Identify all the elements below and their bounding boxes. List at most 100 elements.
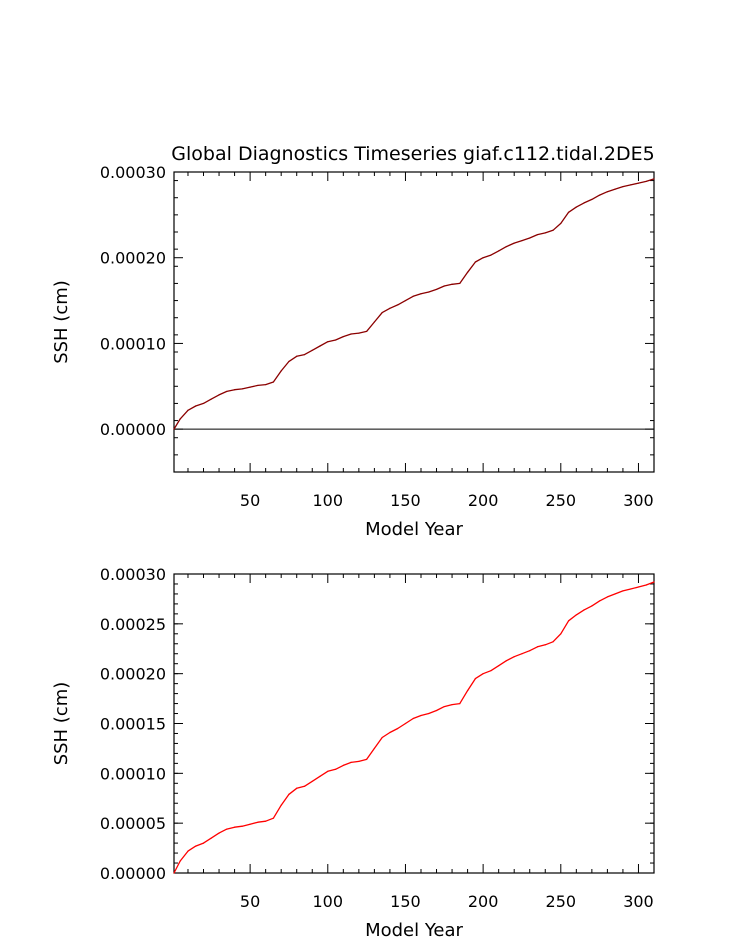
ssh-data-point: [637, 182, 640, 184]
ssh-data-point: [622, 185, 624, 188]
ssh-data-point: [474, 678, 476, 680]
ssh-data-point: [389, 307, 391, 309]
ssh-data-point: [606, 191, 608, 193]
ssh-data-point: [202, 402, 205, 405]
x-tick-label: 300: [623, 892, 654, 911]
ssh-data-point: [606, 596, 608, 598]
ssh-data-point: [498, 665, 500, 667]
ssh-data-point: [233, 389, 236, 391]
ssh-data-point: [435, 709, 438, 712]
y-tick-label: 0.00000: [100, 420, 166, 439]
ssh-data-point: [404, 299, 407, 302]
y-tick-label: 0.00030: [100, 163, 166, 182]
ssh-data-point: [265, 383, 267, 386]
ssh-data-point: [272, 381, 275, 383]
ssh-data-point: [179, 418, 181, 420]
ssh-series-line: [173, 581, 655, 874]
ssh-data-point: [614, 593, 616, 595]
x-axis-label: Model Year: [365, 920, 463, 941]
ssh-data-point: [544, 232, 546, 234]
ssh-data-point: [412, 717, 414, 720]
ssh-data-point: [443, 285, 445, 287]
ssh-data-point: [428, 712, 430, 715]
ssh-data-point: [280, 370, 282, 372]
ssh-data-point: [334, 339, 337, 341]
ssh-data-point: [583, 202, 585, 204]
x-axis-label: Model Year: [365, 519, 463, 540]
ssh-data-point: [591, 605, 593, 607]
ssh-data-point: [218, 832, 220, 834]
ssh-data-point: [272, 817, 275, 819]
x-tick-label: 200: [468, 491, 499, 510]
ssh-data-point: [350, 333, 352, 335]
x-tick-label: 100: [313, 491, 344, 510]
ssh-data-point: [482, 257, 484, 259]
ssh-data-point: [420, 714, 422, 717]
x-tick-label: 150: [390, 491, 421, 510]
ssh-data-point: [195, 845, 197, 847]
ssh-data-point: [173, 872, 175, 874]
ssh-data-point: [536, 646, 539, 648]
x-tick-label: 300: [623, 491, 654, 510]
ssh-data-point: [327, 770, 329, 772]
x-tick-label: 100: [313, 892, 344, 911]
ssh-data-point: [599, 600, 601, 602]
ssh-data-point: [249, 823, 251, 825]
ssh-data-point: [420, 293, 422, 295]
ssh-data-point: [358, 332, 360, 334]
ssh-data-point: [451, 703, 453, 706]
ssh-data-point: [560, 633, 562, 635]
ssh-data-point: [529, 650, 531, 652]
ssh-data-point: [451, 283, 453, 285]
ssh-data-point: [249, 386, 251, 388]
ssh-data-point: [319, 775, 321, 777]
ssh-data-point: [529, 237, 531, 239]
ssh-data-point: [288, 793, 290, 795]
ssh-data-point: [575, 614, 577, 616]
ssh-data-point: [490, 670, 492, 672]
ssh-data-point: [583, 609, 585, 611]
ssh-data-point: [513, 656, 515, 658]
ssh-data-point: [257, 821, 259, 823]
ssh-data-point: [303, 353, 306, 356]
ssh-data-point: [397, 304, 399, 306]
ssh-data-point: [342, 764, 344, 766]
ssh-data-point: [288, 360, 290, 363]
ssh-data-point: [466, 690, 469, 692]
ssh-timeseries-panel-top: 50 100 150 200 250 300 0.00000 0.00010 0.00020 0.…: [51, 163, 655, 540]
ssh-data-point: [233, 826, 236, 828]
ssh-data-point: [466, 271, 469, 273]
ssh-data-point: [327, 341, 329, 343]
ssh-data-point: [265, 820, 267, 822]
y-tick-label: 0.00020: [100, 249, 166, 268]
ssh-data-point: [373, 747, 375, 750]
ssh-data-point: [637, 586, 640, 588]
x-tick-label: 150: [390, 892, 421, 911]
ssh-data-point: [226, 828, 228, 830]
ssh-data-point: [653, 581, 655, 583]
ssh-data-point: [536, 233, 539, 236]
ssh-data-point: [630, 588, 632, 590]
ssh-data-point: [575, 206, 577, 208]
ssh-data-point: [630, 184, 632, 186]
ssh-data-point: [210, 398, 212, 400]
ssh-data-point: [560, 222, 562, 225]
ssh-data-point: [645, 584, 647, 586]
ssh-data-point: [521, 239, 523, 242]
ssh-data-point: [552, 641, 554, 643]
y-axis-label: SSH (cm): [51, 682, 72, 766]
ssh-timeseries-panel-bottom: 50 100 150 200 250 300 0.00000 0.00005 0.00010 0.…: [51, 565, 655, 941]
y-axis-label: SSH (cm): [51, 280, 72, 364]
ssh-data-point: [505, 660, 508, 662]
figure-title: Global Diagnostics Timeseries giaf.c112.…: [171, 143, 654, 165]
ssh-data-point: [226, 390, 228, 393]
plot-frame: [173, 573, 655, 874]
ssh-data-point: [412, 295, 414, 297]
ssh-data-point: [195, 405, 197, 407]
ssh-data-point: [342, 335, 344, 338]
ssh-data-point: [280, 804, 282, 806]
ssh-data-point: [187, 850, 189, 852]
ssh-data-point: [459, 282, 461, 285]
ssh-data-point: [210, 837, 212, 839]
